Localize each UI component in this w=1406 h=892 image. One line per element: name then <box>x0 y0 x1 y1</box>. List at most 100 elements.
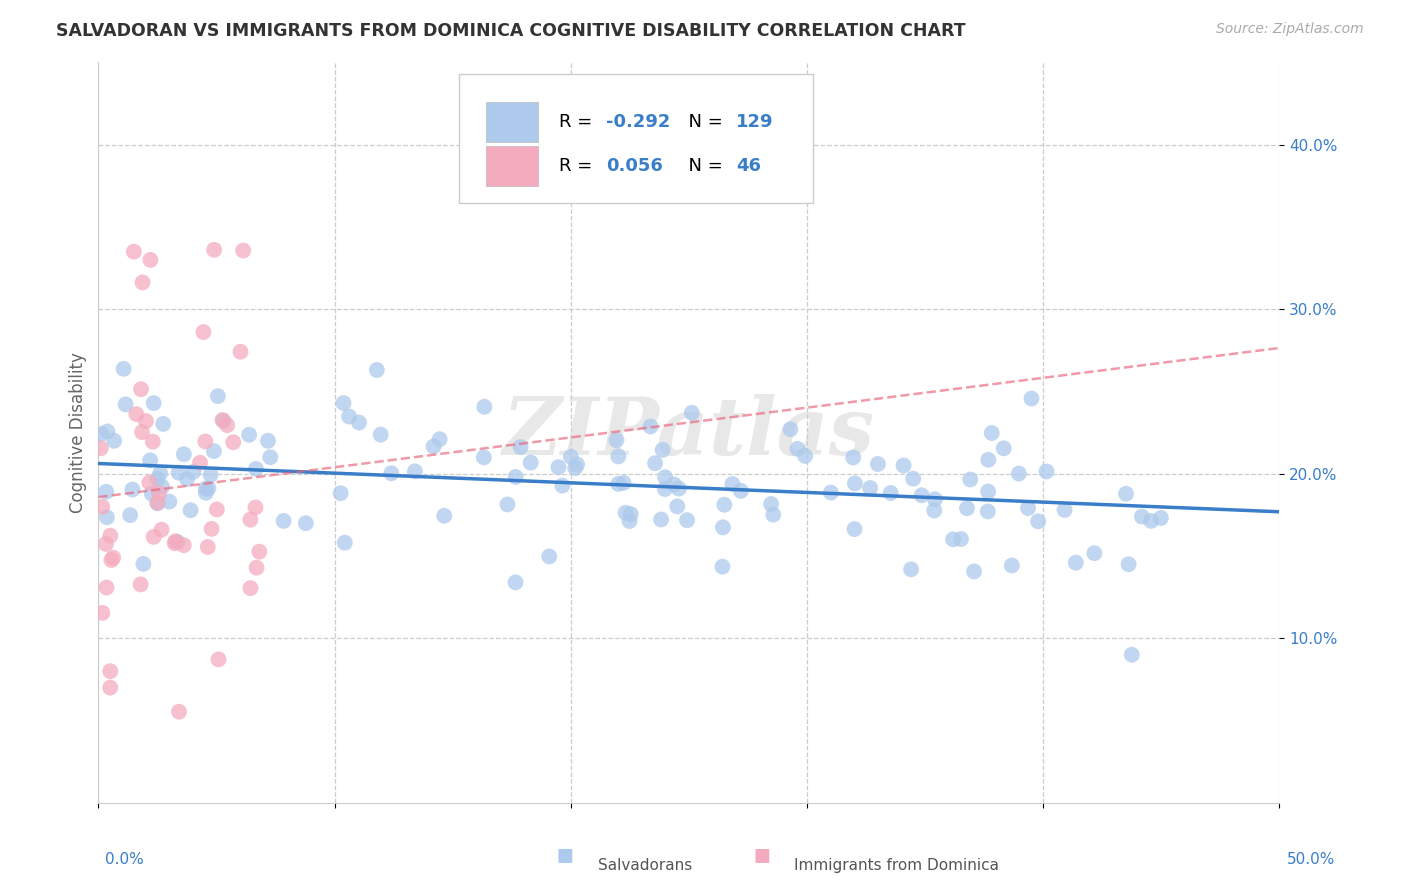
Point <box>433 508 456 523</box>
Text: ZIPatlas: ZIPatlas <box>503 394 875 471</box>
Point <box>1008 467 1031 481</box>
Point <box>551 478 574 492</box>
Point <box>1064 556 1087 570</box>
Text: 46: 46 <box>737 157 761 175</box>
Point <box>607 477 630 491</box>
Point <box>654 482 676 496</box>
Point <box>820 485 842 500</box>
Point <box>146 495 169 509</box>
Point <box>98 529 121 543</box>
Point <box>295 516 318 531</box>
Point <box>142 434 165 449</box>
Point <box>366 363 388 377</box>
Point <box>565 458 588 472</box>
Point <box>762 508 785 522</box>
Point <box>404 464 426 478</box>
Text: ▪: ▪ <box>555 839 575 868</box>
Point <box>333 535 356 549</box>
Point <box>205 502 228 516</box>
Point <box>607 450 630 464</box>
Point <box>547 460 569 475</box>
Point <box>138 475 160 490</box>
Text: Salvadorans: Salvadorans <box>598 858 692 873</box>
Point <box>893 458 915 473</box>
Point <box>122 244 145 259</box>
Point <box>620 507 643 521</box>
Point <box>245 500 267 515</box>
Point <box>654 470 676 484</box>
Point <box>901 472 924 486</box>
Text: 0.056: 0.056 <box>606 157 664 175</box>
Point <box>786 442 808 456</box>
Point <box>148 486 170 500</box>
Point <box>329 486 352 500</box>
Point <box>662 477 685 491</box>
Point <box>1140 514 1163 528</box>
Point <box>96 510 118 524</box>
Point <box>844 522 866 536</box>
Point <box>146 472 169 486</box>
Point <box>96 425 118 439</box>
Text: R =: R = <box>560 112 598 130</box>
Point <box>166 535 188 549</box>
Point <box>142 396 165 410</box>
Point <box>900 562 922 576</box>
Point <box>612 475 634 490</box>
Point <box>165 534 187 549</box>
Point <box>146 496 169 510</box>
Point <box>194 482 217 496</box>
Point <box>956 501 979 516</box>
Point <box>1021 392 1043 406</box>
Point <box>619 514 641 528</box>
Text: ▪: ▪ <box>752 839 772 868</box>
Point <box>496 498 519 512</box>
Text: 129: 129 <box>737 112 773 130</box>
FancyBboxPatch shape <box>486 102 537 142</box>
Point <box>167 705 190 719</box>
Text: Source: ZipAtlas.com: Source: ZipAtlas.com <box>1216 22 1364 37</box>
Point <box>96 581 118 595</box>
Point <box>125 407 148 421</box>
Point <box>980 425 1002 440</box>
Point <box>472 450 495 465</box>
Point <box>959 473 981 487</box>
Point <box>129 382 152 396</box>
Text: Immigrants from Dominica: Immigrants from Dominica <box>794 858 1000 873</box>
Point <box>135 414 157 428</box>
Point <box>794 449 817 463</box>
Point <box>222 435 245 450</box>
Point <box>207 652 229 666</box>
Point <box>207 389 229 403</box>
Point <box>519 456 541 470</box>
Point <box>911 488 934 502</box>
Point <box>173 538 195 552</box>
Point <box>880 486 903 500</box>
Point <box>247 544 270 558</box>
Point <box>713 498 735 512</box>
Point <box>183 465 205 479</box>
Point <box>605 433 627 447</box>
Point <box>193 325 215 339</box>
Point <box>202 444 225 458</box>
Point <box>217 418 239 433</box>
Point <box>859 481 882 495</box>
Point <box>103 434 125 448</box>
Point <box>651 442 673 457</box>
Y-axis label: Cognitive Disability: Cognitive Disability <box>69 352 87 513</box>
Point <box>152 417 174 431</box>
Point <box>505 575 527 590</box>
Point <box>238 427 260 442</box>
Point <box>1017 501 1039 516</box>
Point <box>650 512 672 526</box>
Point <box>197 540 219 554</box>
Text: 0.0%: 0.0% <box>105 852 145 867</box>
Point <box>666 500 689 514</box>
Point <box>211 413 233 427</box>
Point <box>668 482 690 496</box>
Point <box>239 581 262 595</box>
Point <box>131 425 153 439</box>
Point <box>120 508 142 523</box>
Point <box>194 485 217 500</box>
Point <box>560 450 582 464</box>
Point <box>640 419 662 434</box>
